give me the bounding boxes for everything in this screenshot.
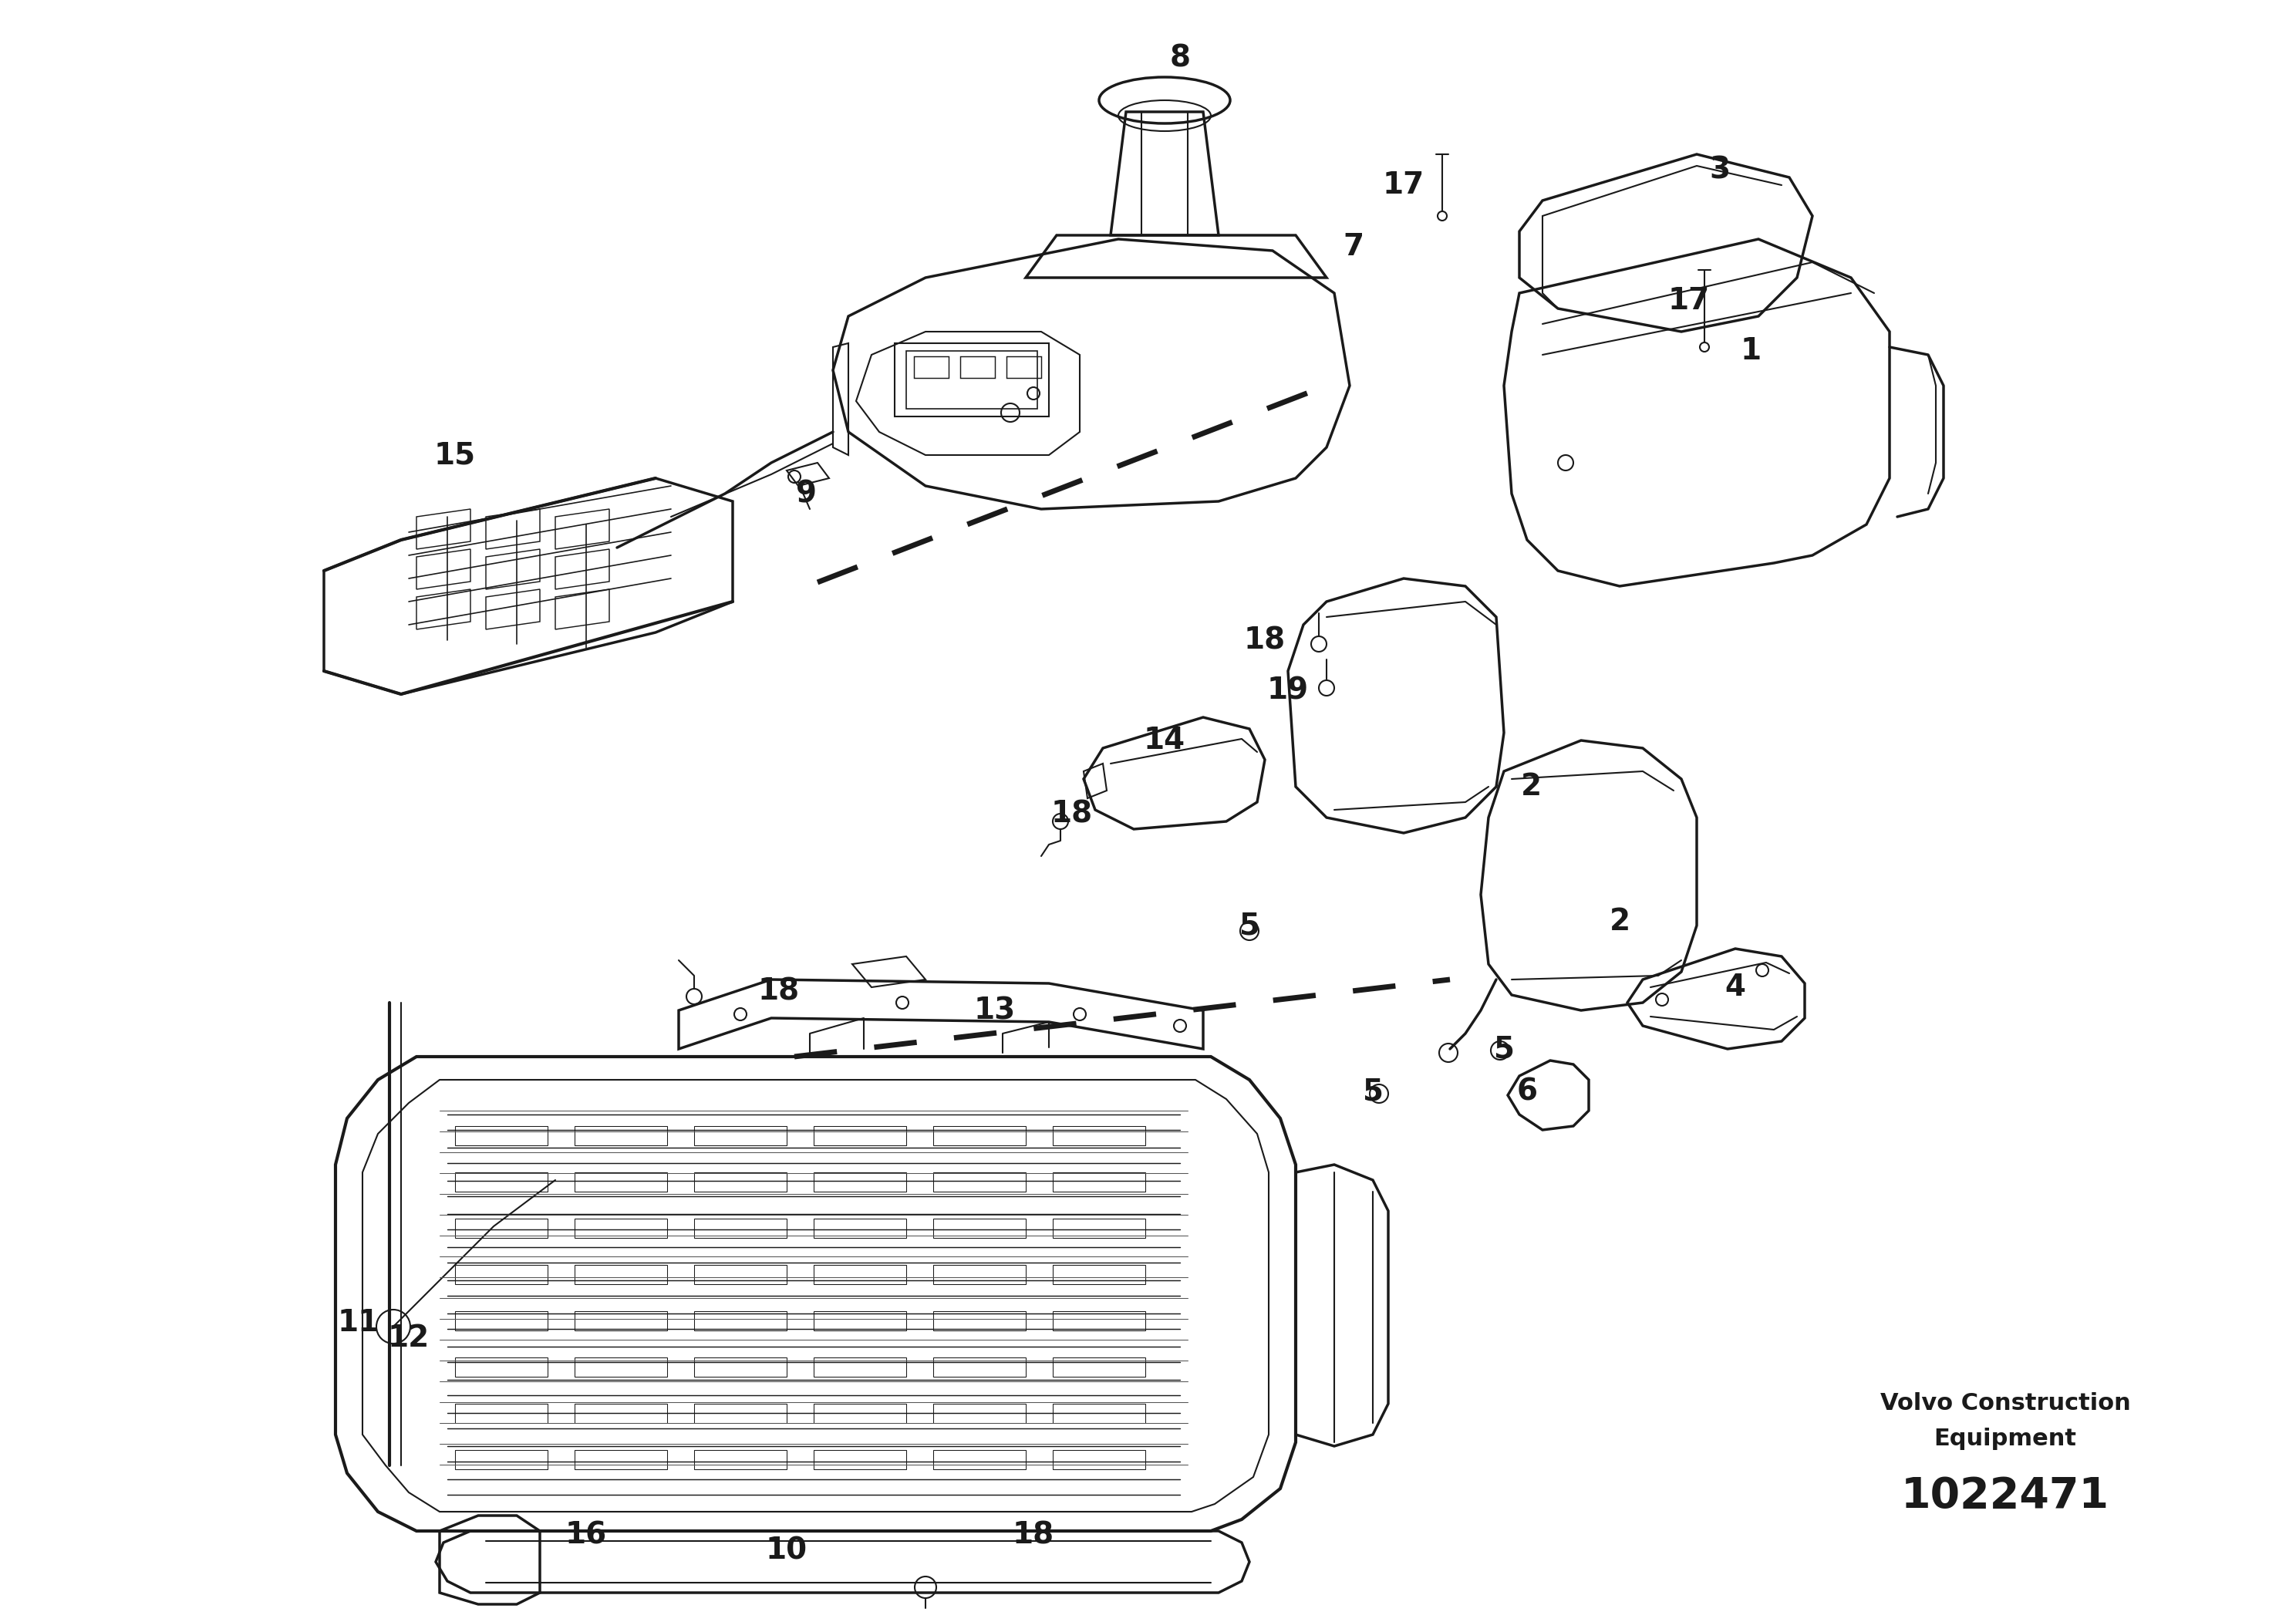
Text: 17: 17 (1382, 170, 1424, 200)
Text: Volvo Construction: Volvo Construction (1880, 1393, 2131, 1414)
Text: 3: 3 (1711, 156, 1731, 185)
Text: 5: 5 (1362, 1077, 1382, 1106)
Text: 18: 18 (758, 976, 799, 1006)
Text: 18: 18 (1013, 1520, 1054, 1549)
Text: 13: 13 (974, 996, 1015, 1025)
Text: 19: 19 (1267, 676, 1309, 706)
Text: 10: 10 (767, 1536, 808, 1565)
Text: 1: 1 (1740, 336, 1761, 365)
Text: 2: 2 (1520, 772, 1541, 801)
Text: 9: 9 (794, 478, 817, 508)
Text: Equipment: Equipment (1933, 1427, 2076, 1450)
Text: 2: 2 (1609, 907, 1630, 936)
Text: 15: 15 (434, 441, 475, 470)
Text: 5: 5 (1492, 1035, 1515, 1064)
Text: 12: 12 (388, 1324, 429, 1353)
Text: 11: 11 (338, 1307, 379, 1338)
Text: 1022471: 1022471 (1901, 1476, 2110, 1517)
Text: 18: 18 (1052, 800, 1093, 829)
Text: 7: 7 (1343, 232, 1364, 261)
Text: 18: 18 (1244, 626, 1286, 655)
Text: 8: 8 (1169, 44, 1189, 73)
Text: 5: 5 (1240, 912, 1261, 941)
Text: 6: 6 (1518, 1077, 1538, 1106)
Text: 14: 14 (1143, 725, 1185, 756)
Text: 4: 4 (1724, 973, 1745, 1002)
Text: 16: 16 (565, 1520, 606, 1549)
Text: 17: 17 (1669, 285, 1711, 315)
